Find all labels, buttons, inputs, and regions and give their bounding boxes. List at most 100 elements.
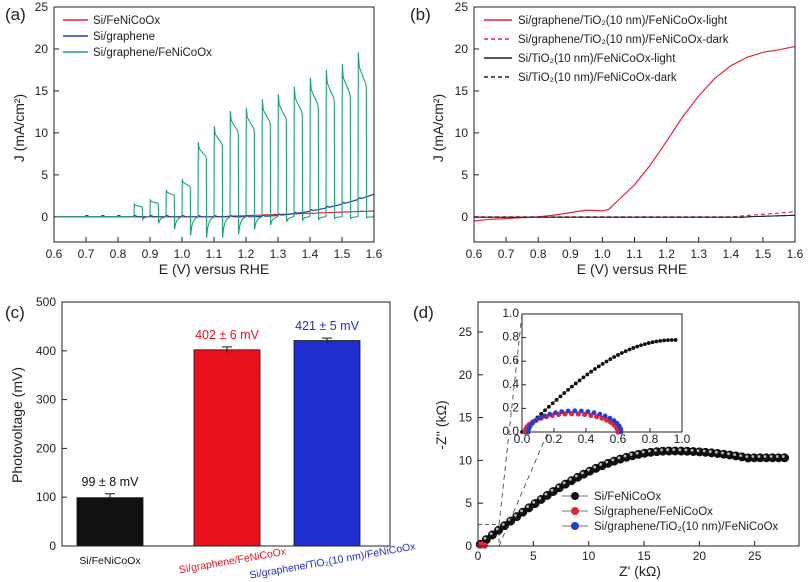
- inset-si-graphene-tio2-point: [553, 410, 558, 416]
- inset-si-graphene-tio2-point: [585, 409, 591, 415]
- point-highlight: [757, 455, 761, 458]
- panel-b-xtick-label: 1.1: [626, 247, 643, 261]
- legend-label: Si/graphene/FeNiCoOx: [594, 506, 713, 518]
- panel-d-xlabel: Z' (kΩ): [619, 563, 661, 579]
- point-highlight: [593, 465, 596, 469]
- panel-a-ytick-label: 20: [35, 42, 49, 56]
- panel-a-xtick-label: 1.4: [302, 247, 319, 261]
- point-highlight: [495, 527, 499, 531]
- point-highlight: [678, 448, 682, 452]
- panel-a-xtick-label: 1.6: [366, 247, 383, 261]
- point-highlight: [775, 455, 779, 458]
- panel-d-xtick-label: 15: [637, 549, 651, 563]
- panel-d-ytick-label: 10: [459, 453, 473, 467]
- inset-si-fenicooox-point: [623, 349, 628, 354]
- inset-si-fenicooox-point: [658, 338, 663, 343]
- inset-si-graphene-tio2-point: [579, 408, 584, 414]
- panel-d-ytick-label: 15: [459, 411, 473, 425]
- inset-si-fenicooox-point: [612, 355, 617, 359]
- inset-si-fenicooox-point: [539, 411, 544, 416]
- panel-a-frame: [53, 6, 375, 243]
- inset-xtick-label: 0.0: [514, 432, 531, 446]
- panel-a-ytick-label: 15: [35, 84, 49, 98]
- panel-b-xtick-label: 0.8: [530, 247, 547, 261]
- inset-si-graphene-tio2-point: [542, 413, 547, 419]
- category-label: Si/graphene/TiO₂(10 nm)/FeNiCoOx: [249, 540, 418, 581]
- point-highlight: [599, 463, 603, 466]
- panel-c-ylabel: Photovoltage (mV): [9, 367, 25, 483]
- legend-label: Si/graphene/TiO₂(10 nm)/FeNiCoOx: [594, 521, 779, 533]
- point-highlight: [739, 454, 743, 458]
- point-highlight: [587, 468, 590, 472]
- point-highlight: [721, 451, 724, 455]
- panel-a-ylabel: J (mA/cm²): [11, 94, 27, 162]
- inset-si-graphene-fenicooox-point: [582, 411, 588, 418]
- inset-ytick-label: 0.6: [502, 353, 519, 367]
- inset-si-graphene-tio2-point: [602, 413, 608, 419]
- legend-label: Si/FeNiCoOx: [594, 491, 661, 503]
- series-tio2-dark-line: [474, 214, 796, 218]
- legend-label: Si/graphene/TiO₂(10 nm)/FeNiCoOx-dark: [518, 34, 729, 46]
- point-highlight: [751, 455, 755, 458]
- inset-si-fenicooox-point: [604, 359, 609, 364]
- inset-si-fenicooox-point: [631, 346, 636, 350]
- panel-b-ytick-label: 0: [461, 210, 468, 224]
- inset-xtick-label: 0.8: [642, 432, 659, 446]
- inset-si-graphene-tio2-point: [533, 418, 539, 423]
- panel-a-xtick-label: 1.5: [334, 247, 351, 261]
- point-highlight: [514, 513, 517, 517]
- point-highlight: [690, 448, 694, 452]
- panel-d-xtick-label: 10: [582, 549, 596, 563]
- panel-c-ytick-label: 0: [49, 539, 56, 553]
- bar: [76, 497, 144, 547]
- legend-label: Si/graphene: [93, 31, 155, 43]
- zoom-connector: [498, 313, 523, 525]
- panel-b-xtick-label: 0.6: [466, 247, 483, 261]
- bar-value-label: 402 ± 6 mV: [195, 328, 259, 342]
- panel-a-xtick-label: 0.7: [78, 247, 95, 261]
- inset-si-fenicooox-point: [554, 397, 559, 402]
- inset-si-fenicooox-point: [662, 338, 666, 343]
- point-highlight: [581, 471, 584, 475]
- panel-c-ytick-label: 100: [36, 490, 56, 504]
- inset-si-fenicooox-point: [666, 338, 670, 343]
- panel-d-xtick-label: 25: [748, 549, 762, 563]
- inset-si-graphene-tio2-point: [597, 411, 603, 417]
- point-highlight: [556, 485, 560, 488]
- panel-a-ytick-label: 10: [35, 126, 49, 140]
- inset-si-fenicooox-point: [600, 361, 605, 366]
- point-highlight: [568, 477, 572, 481]
- inset-si-fenicooox-point: [581, 375, 586, 380]
- legend-swatch-marker: [571, 507, 579, 515]
- point-highlight: [708, 450, 712, 453]
- inset-si-fenicooox-point: [593, 367, 597, 371]
- bar-value-label: 99 ± 8 mV: [82, 475, 140, 489]
- point-highlight: [629, 453, 633, 456]
- panel-c: (c) Photovoltage (mV) 0 100 200 300 400 500 9…: [5, 295, 417, 582]
- inset-si-fenicooox-point: [550, 401, 555, 406]
- panel-a-ytick-label: 0: [41, 210, 48, 224]
- panel-b-xtick-label: 1.5: [755, 247, 772, 261]
- panel-b-ytick-label: 20: [455, 42, 469, 56]
- inset-si-graphene-fenicooox-point: [569, 411, 575, 417]
- inset-si-fenicooox-point: [596, 364, 601, 369]
- point-highlight: [647, 449, 651, 453]
- panel-d-ytick-label: 20: [459, 368, 473, 382]
- inset-si-graphene-tio2-point: [565, 408, 571, 414]
- panel-d: (d) Z' (kΩ) -Z'' (kΩ) 0 5 10 15 20 25 0 5 10 15 20…: [413, 301, 800, 579]
- legend-label: Si/TiO₂(10 nm)/FeNiCoOx-dark: [518, 72, 677, 84]
- inset-si-fenicooox-point: [577, 378, 582, 383]
- point-highlight: [714, 450, 718, 454]
- series-graphene-tio2-dark-line: [474, 211, 796, 218]
- inset-xtick-label: 0.2: [546, 432, 563, 446]
- inset-si-fenicooox-point: [573, 381, 578, 386]
- panel-d-label: (d): [413, 303, 434, 322]
- point-highlight: [562, 481, 566, 485]
- point-highlight: [532, 500, 536, 504]
- si-fenicooox-point: [780, 453, 790, 463]
- point-highlight: [501, 522, 505, 526]
- legend-label: Si/FeNiCoOx: [93, 15, 160, 27]
- panel-d-frame: [477, 301, 800, 547]
- inset-si-fenicooox-point: [585, 372, 590, 377]
